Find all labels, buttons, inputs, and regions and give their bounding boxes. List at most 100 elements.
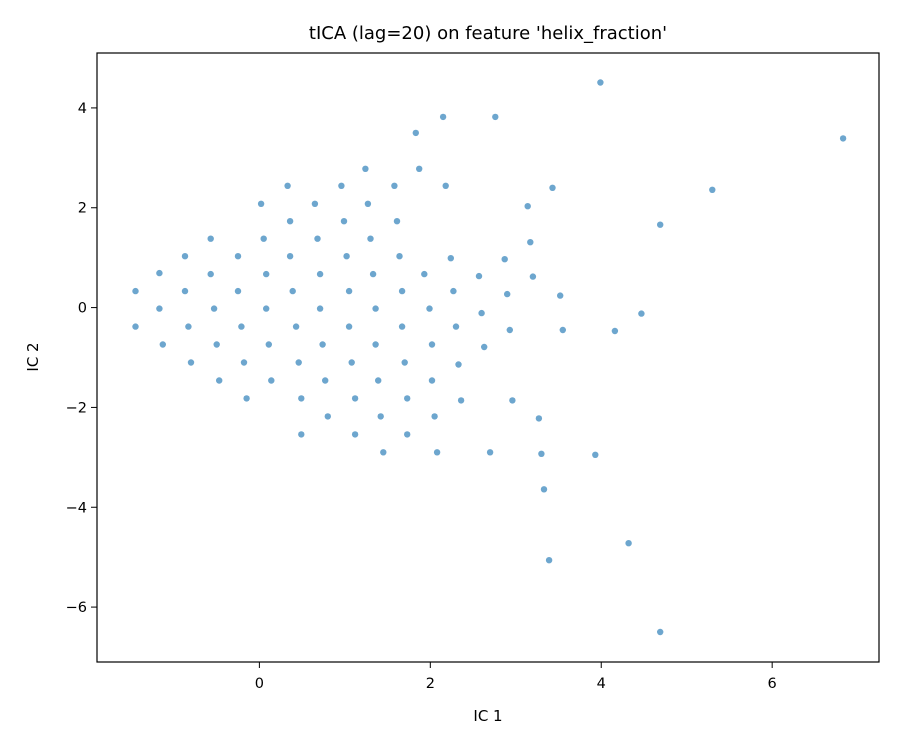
data-point <box>486 449 494 456</box>
data-point <box>455 361 462 368</box>
plot-frame <box>96 52 880 663</box>
data-point <box>343 253 350 260</box>
data-point <box>351 395 359 402</box>
data-point <box>529 273 537 280</box>
data-point <box>132 287 139 295</box>
data-point <box>592 451 599 458</box>
x-axis-ticks: 0 2 4 6 <box>255 662 777 692</box>
data-point <box>501 256 508 263</box>
data-point <box>372 305 379 312</box>
data-point <box>257 200 265 207</box>
data-point <box>322 377 329 384</box>
data-point <box>213 341 220 348</box>
data-point <box>421 270 428 278</box>
data-point <box>210 305 218 312</box>
data-point <box>625 540 632 547</box>
data-point <box>426 305 433 312</box>
data-point <box>401 359 408 366</box>
data-point <box>439 113 447 121</box>
data-point <box>348 359 355 366</box>
data-point <box>238 323 245 330</box>
y-axis-ticks: 4 2 0 −2 −4 −6 <box>66 101 97 616</box>
data-point <box>433 449 441 456</box>
data-point <box>398 323 406 330</box>
data-point <box>292 323 300 330</box>
data-point <box>159 341 166 348</box>
data-point <box>396 253 403 260</box>
data-point <box>265 341 272 348</box>
data-point <box>597 79 604 86</box>
data-point <box>286 218 294 225</box>
data-point <box>314 235 321 242</box>
data-point <box>709 186 716 193</box>
data-point <box>240 359 248 366</box>
data-point <box>450 287 457 295</box>
data-point <box>207 235 214 242</box>
data-point <box>324 413 331 420</box>
data-point <box>216 377 223 384</box>
data-point <box>156 269 163 277</box>
data-point <box>377 413 384 420</box>
data-point <box>156 305 163 312</box>
data-point <box>181 287 189 295</box>
y-tick-label: 0 <box>78 301 87 317</box>
data-point <box>345 287 353 295</box>
data-point <box>181 253 189 260</box>
data-point <box>535 415 543 422</box>
data-point <box>263 305 270 312</box>
data-point <box>559 326 566 334</box>
y-tick-label: −2 <box>66 400 87 416</box>
chart-title: tICA (lag=20) on feature 'helix_fraction… <box>309 23 667 44</box>
data-point <box>447 255 454 262</box>
x-tick-label: 2 <box>426 676 435 692</box>
data-point <box>524 203 531 210</box>
data-point <box>638 310 645 317</box>
data-point <box>839 135 847 142</box>
data-point <box>298 431 305 438</box>
data-point <box>345 323 353 330</box>
data-point <box>540 486 548 493</box>
data-point <box>340 218 348 225</box>
data-point <box>380 449 387 456</box>
data-point <box>657 221 664 228</box>
data-point <box>364 200 372 207</box>
y-tick-label: −6 <box>66 600 87 616</box>
data-point <box>431 413 438 420</box>
data-point <box>369 270 377 278</box>
data-point <box>311 200 319 207</box>
data-point <box>298 395 305 402</box>
data-point <box>260 235 267 242</box>
data-point <box>428 341 436 348</box>
data-point <box>351 431 359 438</box>
data-point <box>509 397 516 404</box>
data-point <box>527 239 534 246</box>
data-point <box>263 270 270 278</box>
data-point <box>284 182 291 189</box>
data-point <box>234 253 242 260</box>
data-point <box>657 628 664 636</box>
data-point <box>316 305 324 312</box>
y-tick-label: 2 <box>78 201 87 217</box>
data-point <box>243 395 250 402</box>
y-tick-label: 4 <box>78 101 87 117</box>
data-point <box>391 182 398 189</box>
data-point <box>338 182 345 189</box>
data-point <box>492 113 499 121</box>
x-tick-label: 0 <box>255 676 264 692</box>
data-point <box>268 377 275 384</box>
data-point <box>234 287 242 295</box>
data-point <box>481 343 488 351</box>
data-point <box>372 341 379 348</box>
data-point <box>319 341 326 348</box>
data-point <box>398 287 406 295</box>
data-point <box>557 292 564 299</box>
data-point <box>393 218 401 225</box>
x-tick-label: 6 <box>768 676 777 692</box>
data-point <box>187 359 195 366</box>
data-point <box>538 450 545 457</box>
data-point <box>404 431 411 438</box>
data-point <box>367 235 374 242</box>
data-point <box>611 327 619 335</box>
data-point <box>316 270 324 278</box>
